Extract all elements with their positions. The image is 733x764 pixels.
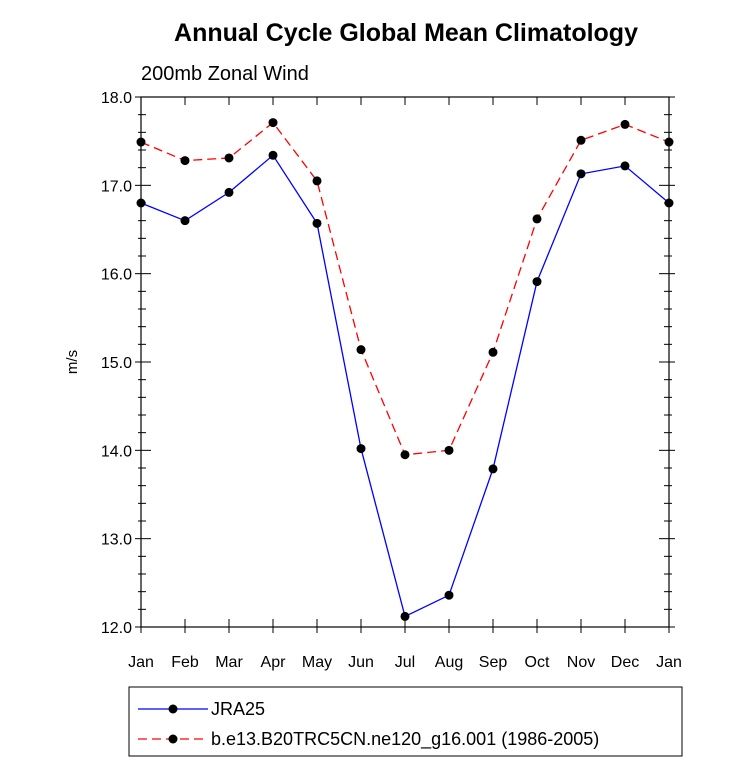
y-tick-label: 15.0 (101, 355, 132, 372)
data-point-series-2 (488, 347, 498, 357)
data-point-series-1 (180, 216, 190, 226)
data-point-series-1 (532, 277, 542, 287)
data-point-series-1 (620, 161, 630, 171)
data-point-series-1 (312, 218, 322, 228)
x-tick-label: May (302, 654, 332, 671)
x-tick-label: Mar (215, 654, 243, 671)
series-line-1 (140, 154, 670, 618)
data-point-series-1 (444, 590, 454, 600)
y-tick-label: 17.0 (101, 178, 132, 195)
y-tick-label: 13.0 (101, 532, 132, 549)
data-point-series-2 (312, 176, 322, 186)
plot-frame (140, 96, 670, 628)
legend-label-2: b.e13.B20TRC5CN.ne120_g16.001 (1986-2005… (211, 729, 599, 750)
x-tick-label: Jun (348, 654, 374, 671)
x-tick-label: Apr (261, 654, 287, 671)
y-tick-label: 16.0 (101, 267, 132, 284)
y-tick-label: 14.0 (101, 443, 132, 460)
data-point-series-1 (356, 444, 366, 454)
x-tick-label: Oct (525, 654, 550, 671)
data-point-series-1 (488, 464, 498, 474)
x-tick-label: Aug (435, 654, 463, 671)
x-tick-label: Dec (611, 654, 639, 671)
x-tick-label: Jan (656, 654, 682, 671)
y-axis-label: m/s (64, 350, 81, 374)
x-tick-label: Sep (479, 654, 508, 671)
legend-label-1: JRA25 (211, 699, 265, 719)
data-point-series-2 (180, 156, 190, 166)
data-point-series-2 (444, 445, 454, 455)
plot-series (136, 118, 674, 621)
y-tick-label: 18.0 (101, 90, 132, 107)
data-point-series-2 (620, 119, 630, 129)
axis-ticks: Jan Feb Mar Apr May Jun Jul Aug Sep Oct Nov Dec Jan 1… (101, 90, 682, 671)
x-tick-label: Jan (128, 654, 154, 671)
data-point-series-2 (224, 153, 234, 163)
x-tick-label: Jul (395, 654, 415, 671)
data-point-series-2 (268, 118, 278, 128)
data-point-series-2 (356, 345, 366, 355)
x-tick-label: Feb (171, 654, 199, 671)
x-tick-label: Nov (567, 654, 595, 671)
data-point-series-2 (576, 135, 586, 145)
chart-title: Annual Cycle Global Mean Climatology (174, 19, 638, 47)
y-tick-label: 12.0 (101, 620, 132, 637)
data-point-series-1 (268, 150, 278, 160)
legend: JRA25 b.e13.B20TRC5CN.ne120_g16.001 (1986… (128, 686, 683, 757)
legend-marker-2 (168, 734, 178, 744)
data-point-series-1 (400, 611, 410, 621)
legend-box (128, 686, 683, 757)
data-point-series-1 (224, 187, 234, 197)
data-point-series-1 (576, 169, 586, 179)
data-point-series-2 (400, 450, 410, 460)
data-point-series-2 (532, 214, 542, 224)
legend-marker-1 (168, 704, 178, 714)
chart-subtitle: 200mb Zonal Wind (141, 63, 309, 85)
